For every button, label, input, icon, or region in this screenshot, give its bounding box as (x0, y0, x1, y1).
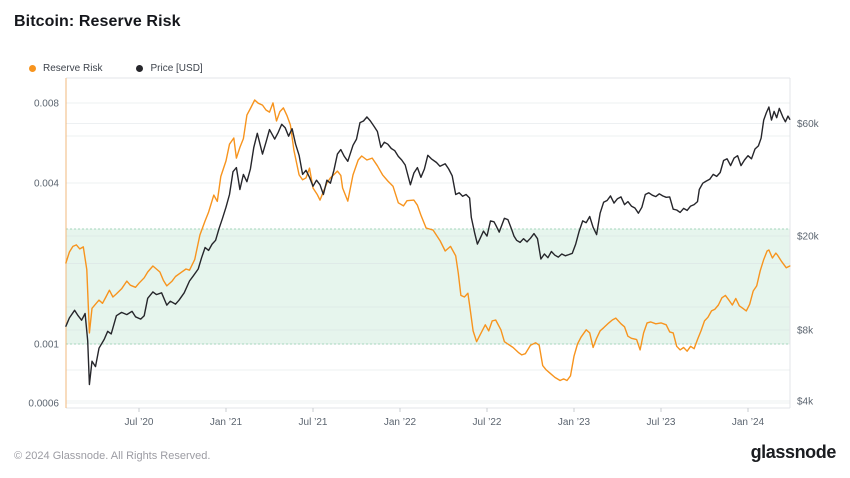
y-axis-left-tick-label: 0.004 (34, 179, 59, 190)
y-axis-left-tick-label: 0.008 (34, 98, 59, 109)
y-axis-right-tick-label: $20k (797, 232, 820, 243)
legend: Reserve Risk Price [USD] (29, 63, 203, 74)
legend-item-price[interactable]: Price [USD] (136, 63, 203, 74)
page-title: Bitcoin: Reserve Risk (14, 13, 181, 30)
x-axis-tick-label: Jul ’20 (125, 417, 154, 428)
y-axis-right-tick-label: $4k (797, 397, 814, 408)
legend-item-reserve-risk[interactable]: Reserve Risk (29, 63, 102, 74)
y-axis-left-tick-label: 0.001 (34, 340, 59, 351)
x-axis-tick-label: Jul ’22 (473, 417, 502, 428)
x-axis-tick-label: Jan ’22 (384, 417, 417, 428)
x-axis-tick-label: Jan ’24 (732, 417, 765, 428)
legend-label-reserve-risk: Reserve Risk (43, 63, 103, 74)
x-axis-tick-label: Jan ’23 (558, 417, 591, 428)
y-axis-left-tick-label: 0.0006 (28, 399, 59, 410)
x-axis-tick-label: Jul ’21 (299, 417, 328, 428)
x-axis-tick-label: Jul ’23 (647, 417, 676, 428)
y-axis-right-tick-label: $60k (797, 119, 820, 130)
y-axis-right-tick-label: $8k (797, 326, 814, 337)
legend-label-price: Price [USD] (150, 63, 203, 74)
series-line-price-usd[interactable] (65, 106, 791, 386)
reserve-risk-dot-icon (29, 65, 36, 72)
series-line-reserve-risk[interactable] (65, 99, 791, 382)
copyright-text: © 2024 Glassnode. All Rights Reserved. (14, 450, 211, 462)
price-dot-icon (136, 65, 144, 72)
glassnode-logo: glassnode (750, 442, 837, 462)
x-axis-tick-label: Jan ’21 (210, 417, 243, 428)
accumulation-band (66, 228, 790, 344)
